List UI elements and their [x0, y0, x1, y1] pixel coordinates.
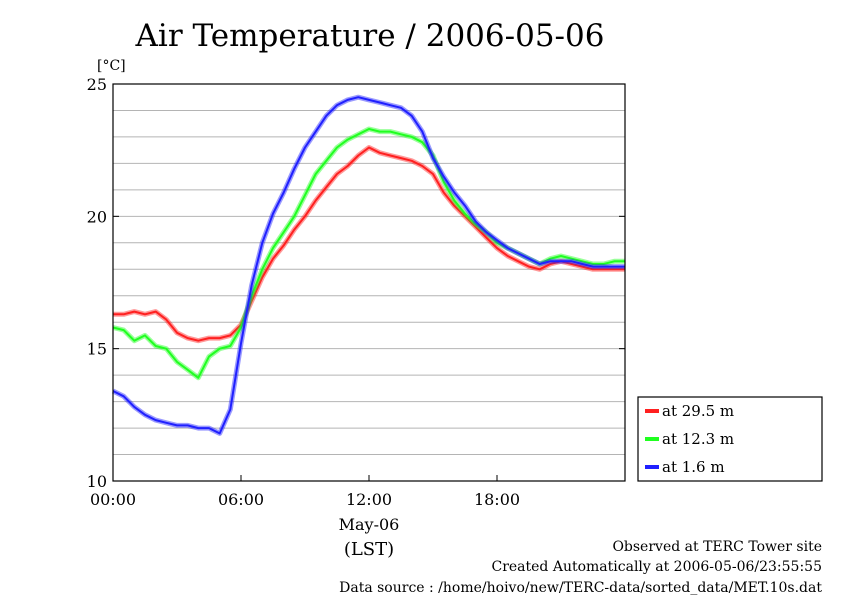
x-axis-label: (LST): [344, 539, 394, 560]
y-tick-label: 20: [87, 207, 107, 226]
footer-observed: Observed at TERC Tower site: [612, 539, 822, 555]
x-tick-label: 06:00: [218, 490, 264, 509]
series-line-1: [113, 146, 625, 342]
series-lines: [111, 94, 625, 436]
x-tick-label: 00:00: [90, 490, 136, 509]
footer-created: Created Automatically at 2006-05-06/23:5…: [491, 559, 822, 575]
legend-box: [637, 396, 823, 482]
grid: [113, 109, 625, 456]
legend-label: at 12.3 m: [662, 430, 734, 448]
legend-label: at 29.5 m: [662, 402, 734, 420]
series-halo: [113, 145, 625, 344]
x-axis-ticks: 00:00 06:00 12:00 18:00: [90, 475, 520, 509]
legend: at 29.5 m at 12.3 m at 1.6 m: [637, 396, 823, 482]
y-tick-label: 25: [87, 75, 107, 94]
chart-title: Air Temperature / 2006-05-06: [135, 18, 605, 54]
x-tick-label: 18:00: [474, 490, 520, 509]
x-tick-label: 12:00: [346, 490, 392, 509]
y-tick-label: 10: [87, 472, 107, 491]
y-tick-label: 15: [87, 340, 107, 359]
series-line-3: [112, 96, 625, 435]
y-axis-ticks: 10 15 20 25: [87, 75, 625, 491]
y-axis-unit: [°C]: [97, 58, 126, 74]
plot-frame: [112, 83, 626, 482]
x-date-label: May-06: [339, 515, 400, 534]
footer-source: Data source : /home/hoivo/new/TERC-data/…: [339, 580, 822, 595]
legend-label: at 1.6 m: [662, 458, 725, 476]
